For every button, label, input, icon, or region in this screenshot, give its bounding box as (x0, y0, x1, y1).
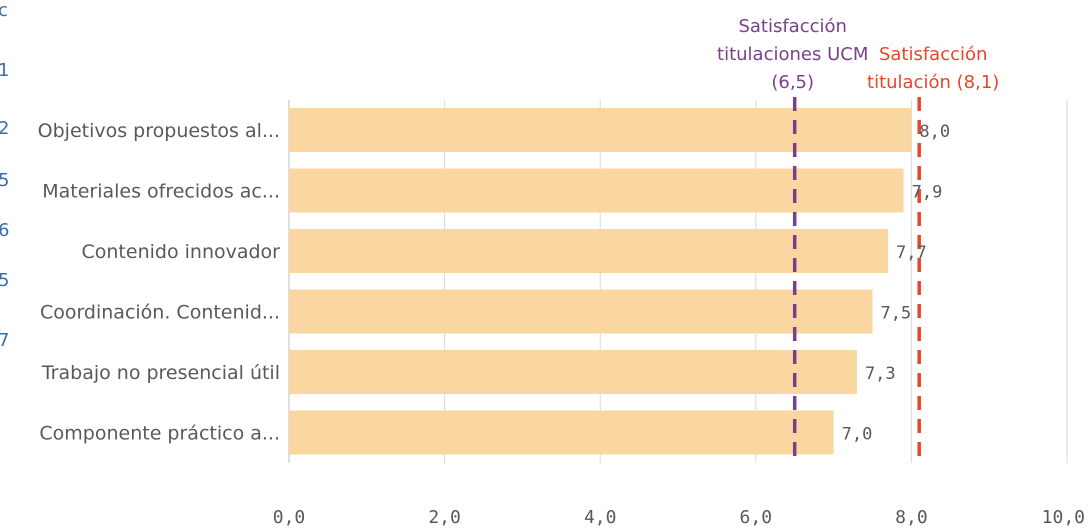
value-label: 7,0 (842, 425, 873, 445)
edge-fragment: c (0, 0, 8, 21)
reference-label: titulación (8,1) (867, 72, 999, 93)
reference-lines (792, 97, 921, 463)
edge-fragment: 6 (0, 220, 9, 241)
bar (289, 289, 873, 334)
x-tick-label: 8,0 (895, 507, 928, 528)
left-edge-fragments: c 1 2 5 6 5 7 (0, 0, 9, 351)
edge-fragment: 1 (0, 60, 9, 81)
edge-fragment: 5 (0, 270, 9, 291)
edge-fragment: 2 (0, 118, 9, 139)
labels: 0,0 2,0 4,0 6,0 8,0 10,0 Objetivos propuestos … (38, 16, 1085, 528)
grid-lines (288, 100, 1068, 463)
value-label: 7,7 (896, 243, 927, 263)
bar (289, 168, 904, 213)
value-label: 7,5 (881, 304, 912, 324)
bar (289, 410, 834, 455)
x-tick-label: 2,0 (428, 507, 461, 528)
category-label: Coordinación. Contenid... (40, 302, 280, 324)
edge-fragment: 7 (0, 330, 9, 351)
bars (289, 108, 912, 455)
bar (289, 108, 912, 152)
reference-label: Satisfacción (738, 16, 846, 37)
bar (289, 229, 889, 273)
category-label: Trabajo no presencial útil (41, 362, 280, 384)
x-tick-label: 6,0 (740, 507, 773, 528)
reference-label: titulaciones UCM (717, 44, 868, 65)
x-tick-label: 4,0 (584, 507, 617, 528)
category-label: Objetivos propuestos al... (38, 120, 280, 142)
bar (289, 350, 857, 394)
category-label: Materiales ofrecidos ac... (42, 181, 280, 203)
category-label: Componente práctico a... (39, 423, 280, 445)
reference-label: Satisfacción (879, 44, 987, 65)
reference-label: (6,5) (771, 72, 814, 93)
edge-fragment: 5 (0, 170, 9, 191)
x-tick-label: 10,0 (1042, 507, 1085, 528)
value-label: 7,3 (865, 364, 896, 384)
value-label: 7,9 (912, 183, 943, 203)
value-label: 8,0 (919, 122, 950, 142)
category-label: Contenido innovador (82, 241, 281, 263)
x-tick-label: 0,0 (273, 507, 306, 528)
